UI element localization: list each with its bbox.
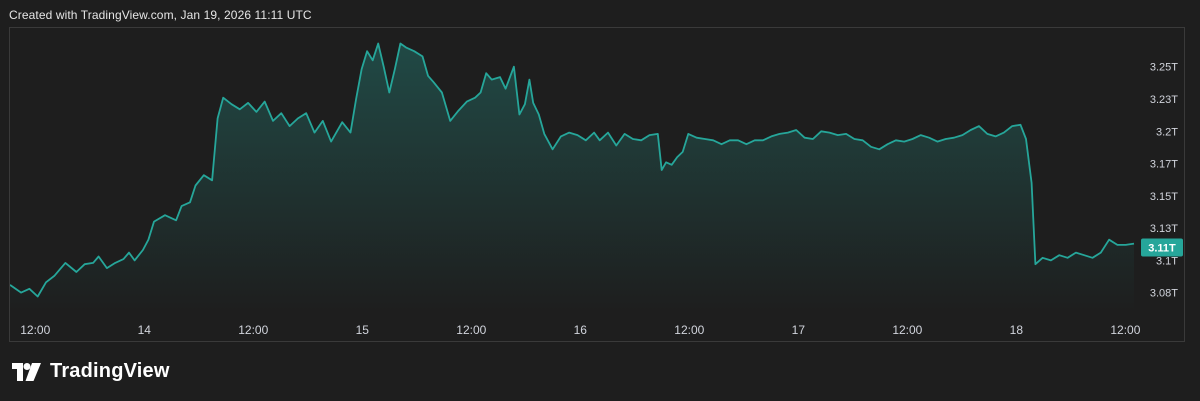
x-tick-label: 18 bbox=[1010, 323, 1024, 337]
x-tick-label: 17 bbox=[792, 323, 806, 337]
x-tick-label: 12:00 bbox=[456, 323, 486, 337]
tradingview-logo-icon bbox=[12, 362, 41, 381]
brand-name: TradingView bbox=[50, 360, 170, 382]
y-tick-label: 3.13T bbox=[1150, 223, 1178, 235]
chart-panel[interactable]: 3.25T 3.23T 3.2T 3.17T 3.15T 3.13T 3.1T 3.08T 3.… bbox=[9, 27, 1185, 342]
current-price-label: 3.11T bbox=[1148, 242, 1176, 254]
x-tick-label: 15 bbox=[356, 323, 370, 337]
x-tick-label: 12:00 bbox=[1110, 323, 1140, 337]
chart-attribution-header: Created with TradingView.com, Jan 19, 20… bbox=[9, 8, 312, 22]
y-tick-label: 3.08T bbox=[1150, 288, 1178, 300]
series-area-fill bbox=[10, 43, 1134, 312]
price-area-chart: 3.25T 3.23T 3.2T 3.17T 3.15T 3.13T 3.1T 3.08T 3.… bbox=[10, 42, 1183, 337]
tradingview-brand[interactable]: TradingView bbox=[12, 360, 170, 383]
x-tick-label: 16 bbox=[574, 323, 588, 337]
y-tick-label: 3.23T bbox=[1150, 94, 1178, 106]
y-tick-label: 3.1T bbox=[1156, 255, 1178, 267]
x-tick-label: 12:00 bbox=[892, 323, 922, 337]
current-price-badge bbox=[1141, 238, 1183, 257]
x-tick-label: 12:00 bbox=[20, 323, 50, 337]
y-tick-label: 3.17T bbox=[1150, 159, 1178, 171]
y-tick-label: 3.2T bbox=[1156, 126, 1178, 138]
y-tick-label: 3.25T bbox=[1150, 62, 1178, 74]
x-tick-label: 14 bbox=[138, 323, 152, 337]
series-line bbox=[10, 42, 1135, 298]
y-tick-label: 3.15T bbox=[1150, 191, 1178, 203]
x-tick-label: 12:00 bbox=[674, 323, 704, 337]
x-tick-label: 12:00 bbox=[238, 323, 268, 337]
